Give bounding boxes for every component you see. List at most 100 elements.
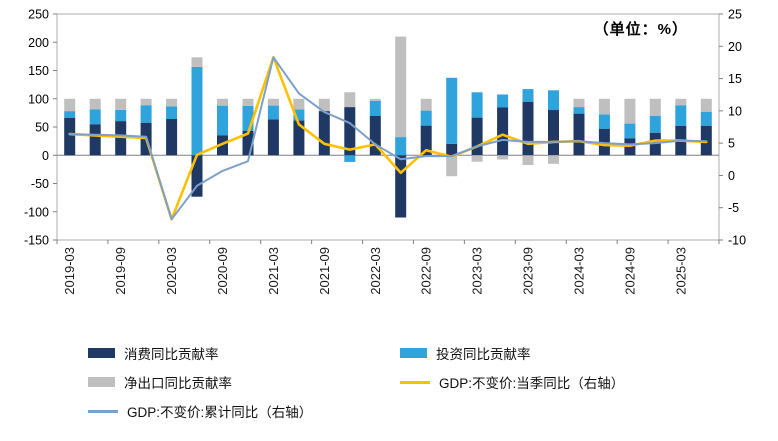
bar-segment <box>166 106 178 119</box>
bar-segment <box>64 111 76 118</box>
bar-segment <box>191 57 203 67</box>
bar-segment <box>395 36 407 138</box>
legend-bar-swatch <box>88 377 115 387</box>
x-axis-ticks <box>56 240 720 244</box>
left-axis-tick-label: 0 <box>42 149 49 163</box>
legend-label: 投资同比贡献率 <box>436 347 531 362</box>
bar-segment <box>700 98 712 112</box>
right-axis-tick-label: 5 <box>728 137 735 151</box>
bar-segment <box>166 98 178 107</box>
legend-bar-swatch <box>88 348 115 358</box>
bar-segment <box>64 98 76 112</box>
bar-segment <box>624 98 636 124</box>
bar-segment <box>191 66 203 156</box>
right-axis-tick-label: -5 <box>728 201 739 215</box>
right-axis-tick-label: 25 <box>728 8 742 22</box>
bar-segment <box>497 94 509 108</box>
x-axis-label: 2019-03 <box>62 247 77 295</box>
bar-segment <box>191 155 203 197</box>
left-axis: 250 200 150 100 50 0 -50 -100 -150 <box>24 8 57 248</box>
line-series-0 <box>68 55 708 221</box>
bar-segment <box>369 116 381 156</box>
bar-segment <box>649 115 661 133</box>
bar-segment <box>115 121 127 156</box>
bar-segment <box>267 119 279 156</box>
bar-segment <box>548 110 559 156</box>
bar-segment <box>166 119 178 156</box>
bar-segment <box>293 120 305 156</box>
bars-series-1 <box>64 66 712 162</box>
legend-line-swatch <box>400 380 430 384</box>
chart-legend: 消费同比贡献率 投资同比贡献率 净出口同比贡献率 GDP:不变价:当季同比（右轴） GD… <box>0 343 778 421</box>
bar-segment <box>598 114 610 129</box>
bar-segment <box>548 155 559 164</box>
bar-segment <box>548 90 559 111</box>
bar-segment <box>267 98 279 106</box>
bar-segment <box>471 92 483 118</box>
bar-segment <box>395 155 407 218</box>
left-axis-tick-label: 250 <box>28 8 49 22</box>
left-axis-tick-label: 50 <box>35 121 49 135</box>
legend-item: 投资同比贡献率 <box>400 343 778 363</box>
bar-segment <box>471 155 483 162</box>
x-axis-label: 2021-03 <box>266 247 281 295</box>
bar-segment <box>497 155 509 160</box>
bar-segment <box>140 98 152 106</box>
left-axis-tick-label: 200 <box>28 36 49 50</box>
bar-segment <box>115 109 127 122</box>
right-axis-tick-label: 15 <box>728 72 742 86</box>
bar-segment <box>522 89 534 102</box>
bar-segment <box>420 110 432 126</box>
x-axis-label: 2024-03 <box>571 247 586 295</box>
x-axis-label: 2020-09 <box>215 247 230 295</box>
bar-segment <box>89 124 101 156</box>
bar-segment <box>395 137 407 156</box>
bar-segment <box>573 98 585 108</box>
x-axis-labels: 2019-03 2019-09 2020-03 2020-09 2021-03 2021-… <box>62 247 688 295</box>
bar-segment <box>89 98 101 110</box>
bar-segment <box>649 98 661 116</box>
left-axis-tick-label: 100 <box>28 92 49 106</box>
right-axis-tick-label: 10 <box>728 104 742 118</box>
bar-segment <box>675 105 687 126</box>
left-axis-tick-label: -50 <box>31 177 49 191</box>
bar-segment <box>497 107 509 156</box>
legend-label: 消费同比贡献率 <box>124 347 219 362</box>
chart-svg: 250200150100500-50-100-1502520151050-5-1… <box>24 8 746 295</box>
legend-label: GDP:不变价:当季同比（右轴） <box>439 376 625 391</box>
bar-segment <box>598 128 610 156</box>
x-axis-label: 2021-09 <box>317 247 332 295</box>
legend-item: 净出口同比贡献率 <box>88 372 400 392</box>
bar-segment <box>573 113 585 156</box>
bar-segment <box>420 98 432 111</box>
bar-segment <box>217 98 228 106</box>
bar-segment <box>242 98 254 106</box>
legend-line-swatch <box>88 409 118 413</box>
bar-segment <box>369 98 381 101</box>
x-axis-label: 2025-03 <box>673 247 688 295</box>
bar-segment <box>64 117 76 156</box>
bar-segment <box>446 155 458 177</box>
bar-segment <box>573 107 585 114</box>
bar-segment <box>522 155 534 165</box>
bar-segment <box>446 143 458 156</box>
plot-border <box>56 13 720 241</box>
x-axis-label: 2019-09 <box>113 247 128 295</box>
bars-series-2 <box>64 36 712 177</box>
bar-segment <box>242 131 254 156</box>
legend-item: GDP:不变价:当季同比（右轴） <box>400 372 778 392</box>
bar-segment <box>89 109 101 125</box>
bar-segment <box>293 98 305 110</box>
bar-segment <box>217 105 228 136</box>
bars-series-0 <box>64 101 712 218</box>
right-axis-tick-label: 0 <box>728 169 735 183</box>
left-axis-tick-label: -150 <box>24 234 49 248</box>
bar-segment <box>344 155 356 162</box>
x-axis-label: 2022-03 <box>368 247 383 295</box>
unit-label: （单位：%） <box>593 21 688 38</box>
x-axis-label: 2024-09 <box>622 247 637 295</box>
left-axis-tick-label: 150 <box>28 64 49 78</box>
legend-bar-swatch <box>400 348 427 358</box>
bar-segment <box>115 98 127 110</box>
x-axis-label: 2022-09 <box>419 247 434 295</box>
